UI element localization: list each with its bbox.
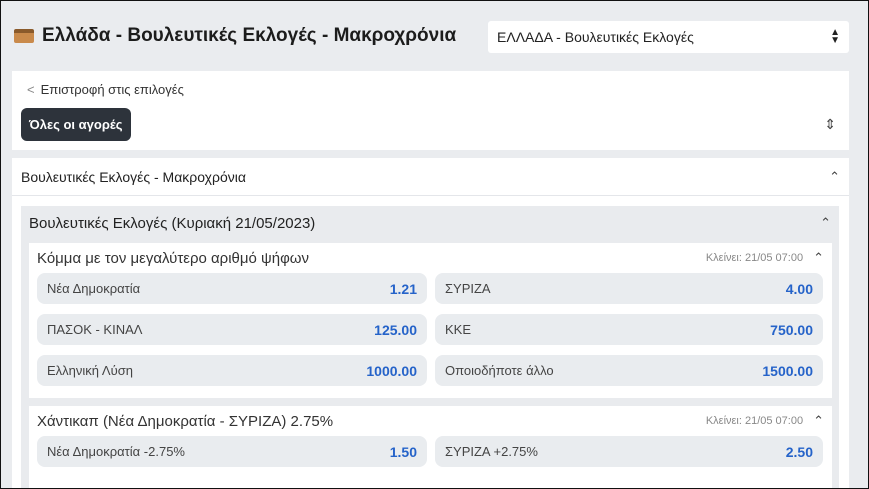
market-card: Κόμμα με τον μεγαλύτερο αριθμό ψήφων Κλεί… [29,243,832,398]
chevron-up-icon[interactable]: ⌃ [820,215,831,230]
all-markets-button[interactable]: Όλες οι αγορές [21,108,131,141]
back-link[interactable]: < Επιστροφή στις επιλογές [27,82,184,97]
collapse-all-icon[interactable]: ⇕ [824,116,836,132]
odds-button[interactable]: Νέα Δημοκρατία -2.75% 1.50 [37,436,427,467]
event-header[interactable]: Βουλευτικές Εκλογές (Κυριακή 21/05/2023)… [29,215,831,232]
selection-label: Νέα Δημοκρατία [47,281,141,296]
odds-button[interactable]: ΣΥΡΙΖΑ 4.00 [435,273,823,304]
odds-value: 1000.00 [366,362,417,379]
odds-button[interactable]: ΚΚΕ 750.00 [435,314,823,345]
odds-button[interactable]: ΠΑΣΟΚ - ΚΙΝΑΛ 125.00 [37,314,427,345]
selection-label: Οποιοδήποτε άλλο [445,363,554,378]
market-card: Χάντικαπ (Νέα Δημοκρατία - ΣΥΡΙΖΑ) 2.75%… [29,406,832,488]
odds-value: 125.00 [374,321,417,338]
page-title: Ελλάδα - Βουλευτικές Εκλογές - Μακροχρόν… [14,25,456,47]
competition-select[interactable]: ΕΛΛΑΔΑ - Βουλευτικές Εκλογές ▲ ▼ [488,21,849,53]
odds-value: 1500.00 [762,362,813,379]
odds-value: 4.00 [785,280,813,297]
selection-label: Νέα Δημοκρατία -2.75% [47,444,185,459]
odds-button[interactable]: ΣΥΡΙΖΑ +2.75% 2.50 [435,436,823,467]
selection-label: Ελληνική Λύση [47,363,133,378]
selection-label: ΚΚΕ [445,322,472,337]
odds-value: 750.00 [770,321,813,338]
ballot-box-icon [14,29,34,43]
odds-button[interactable]: Ελληνική Λύση 1000.00 [37,355,427,386]
chevron-up-icon[interactable]: ⌃ [829,169,840,184]
selection-label: ΣΥΡΙΖΑ [445,281,491,296]
section-header[interactable]: Βουλευτικές Εκλογές - Μακροχρόνια ⌃ [12,158,849,196]
odds-value: 2.50 [785,443,813,460]
selection-label: ΣΥΡΙΖΑ +2.75% [445,444,538,459]
selection-label: ΠΑΣΟΚ - ΚΙΝΑΛ [47,322,143,337]
select-arrows-icon: ▲ ▼ [830,27,840,46]
odds-value: 1.21 [389,280,417,297]
odds-value: 1.50 [389,443,417,460]
odds-button[interactable]: Νέα Δημοκρατία 1.21 [37,273,427,304]
chevron-left-icon: < [27,82,35,97]
chevron-up-icon[interactable]: ⌃ [813,413,824,428]
odds-button[interactable]: Οποιοδήποτε άλλο 1500.00 [435,355,823,386]
chevron-up-icon[interactable]: ⌃ [813,250,824,265]
